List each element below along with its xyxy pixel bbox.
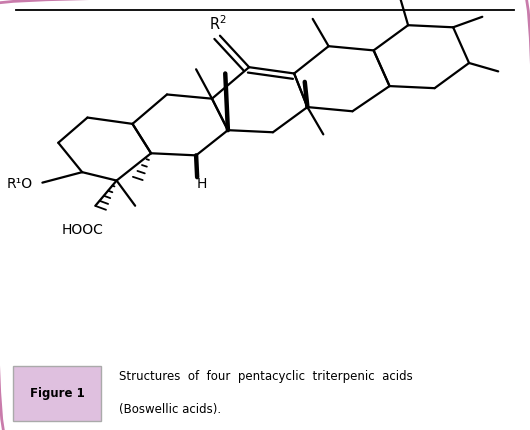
Text: HOOC: HOOC [61,223,103,237]
Text: R$^2$: R$^2$ [209,14,227,33]
Text: Structures  of  four  pentacyclic  triterpenic  acids: Structures of four pentacyclic triterpen… [119,370,413,383]
Text: R¹O: R¹O [7,177,33,191]
Text: Figure 1: Figure 1 [30,387,85,400]
Text: H: H [196,177,207,191]
Text: (Boswellic acids).: (Boswellic acids). [119,403,222,416]
